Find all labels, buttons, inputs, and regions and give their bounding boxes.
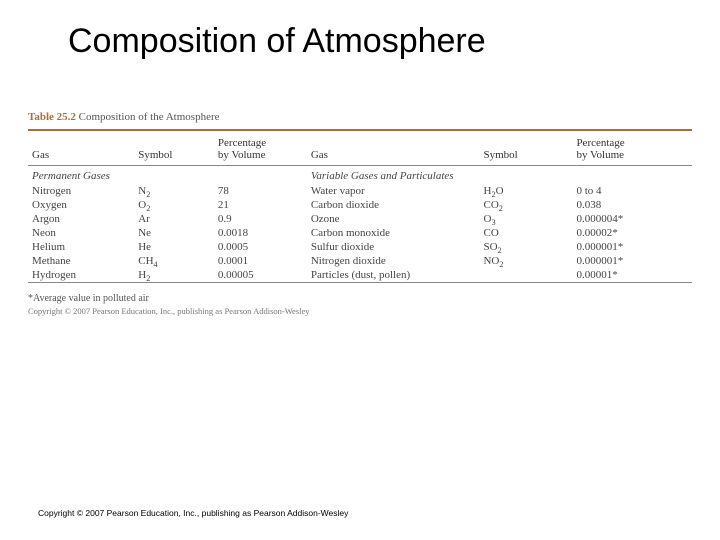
table-container: Table 25.2 Composition of the Atmosphere… (0, 61, 720, 316)
gas-percent: 0.0005 (214, 240, 307, 254)
gas-percent: 0.00005 (214, 268, 307, 282)
gas-percent: 21 (214, 198, 307, 212)
gas-name: Helium (28, 240, 134, 254)
gas-name: Hydrogen (28, 268, 134, 282)
gas-symbol: H2O (479, 184, 572, 198)
gas-percent: 0.00001* (572, 268, 692, 282)
gas-name: Oxygen (28, 198, 134, 212)
gas-percent: 0.00002* (572, 226, 692, 240)
col-symbol-2: Symbol (479, 131, 572, 165)
gas-name: Nitrogen (28, 184, 134, 198)
gas-symbol: H2 (134, 268, 214, 282)
gas-percent: 0.9 (214, 212, 307, 226)
gas-symbol: He (134, 240, 214, 254)
col-percent: Percentage by Volume (214, 131, 307, 165)
table-row: NeonNe0.0018Carbon monoxideCO0.00002* (28, 226, 692, 240)
gas-name: Nitrogen dioxide (307, 254, 480, 268)
gas-percent: 0.000001* (572, 240, 692, 254)
composition-table: Gas Symbol Percentage by Volume Gas Symb… (28, 131, 692, 282)
gas-name: Water vapor (307, 184, 480, 198)
col-symbol: Symbol (134, 131, 214, 165)
gas-symbol: N2 (134, 184, 214, 198)
slide-copyright: Copyright © 2007 Pearson Education, Inc.… (38, 508, 348, 518)
gas-symbol (479, 268, 572, 282)
col-gas-2: Gas (307, 131, 480, 165)
gas-name: Neon (28, 226, 134, 240)
table-number: Table 25.2 (28, 111, 76, 123)
table-row: HydrogenH20.00005Particles (dust, pollen… (28, 268, 692, 282)
gas-percent: 0 to 4 (572, 184, 692, 198)
gas-percent: 0.0018 (214, 226, 307, 240)
gas-percent: 0.0001 (214, 254, 307, 268)
gas-symbol: CO (479, 226, 572, 240)
col-gas: Gas (28, 131, 134, 165)
table-caption: Table 25.2 Composition of the Atmosphere (28, 111, 692, 129)
section-head-row: Permanent GasesVariable Gases and Partic… (28, 166, 692, 184)
gas-name: Ozone (307, 212, 480, 226)
gas-name: Argon (28, 212, 134, 226)
table-row: OxygenO221Carbon dioxideCO20.038 (28, 198, 692, 212)
gas-symbol: O2 (134, 198, 214, 212)
gas-symbol: CO2 (479, 198, 572, 212)
gas-symbol: SO2 (479, 240, 572, 254)
table-row: HeliumHe0.0005Sulfur dioxideSO20.000001* (28, 240, 692, 254)
gas-symbol: NO2 (479, 254, 572, 268)
table-internal-copyright: Copyright © 2007 Pearson Education, Inc.… (28, 304, 692, 316)
table-caption-text: Composition of the Atmosphere (79, 111, 220, 123)
table-footnote: *Average value in polluted air (28, 283, 692, 304)
right-section-head: Variable Gases and Particulates (307, 166, 692, 184)
gas-symbol: O3 (479, 212, 572, 226)
header-row: Gas Symbol Percentage by Volume Gas Symb… (28, 131, 692, 165)
left-section-head: Permanent Gases (28, 166, 307, 184)
gas-symbol: Ar (134, 212, 214, 226)
gas-name: Sulfur dioxide (307, 240, 480, 254)
table-row: MethaneCH40.0001Nitrogen dioxideNO20.000… (28, 254, 692, 268)
gas-name: Carbon dioxide (307, 198, 480, 212)
table-body: Permanent GasesVariable Gases and Partic… (28, 165, 692, 282)
gas-percent: 0.000001* (572, 254, 692, 268)
gas-name: Methane (28, 254, 134, 268)
gas-name: Carbon monoxide (307, 226, 480, 240)
col-percent-2: Percentage by Volume (572, 131, 692, 165)
gas-name: Particles (dust, pollen) (307, 268, 480, 282)
gas-symbol: Ne (134, 226, 214, 240)
gas-percent: 0.038 (572, 198, 692, 212)
gas-percent: 0.000004* (572, 212, 692, 226)
gas-percent: 78 (214, 184, 307, 198)
gas-symbol: CH4 (134, 254, 214, 268)
table-row: NitrogenN278Water vaporH2O0 to 4 (28, 184, 692, 198)
table-row: ArgonAr0.9OzoneO30.000004* (28, 212, 692, 226)
slide-title: Composition of Atmosphere (0, 0, 720, 61)
